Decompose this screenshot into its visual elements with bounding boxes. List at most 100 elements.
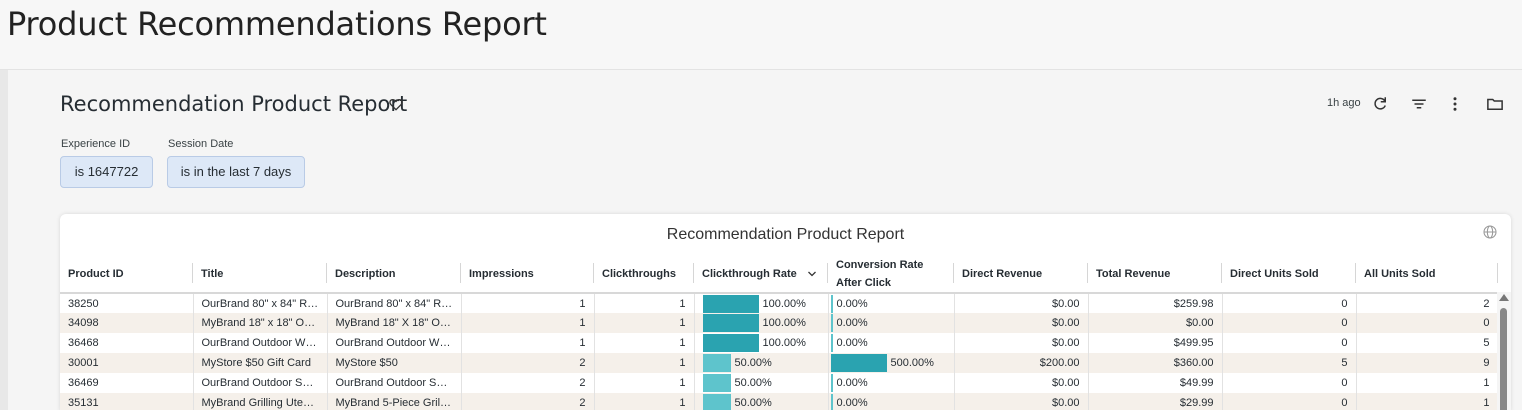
column-header[interactable]: Product ID (60, 256, 193, 294)
clickthroughs-cell: 1 (594, 393, 695, 410)
column-header[interactable]: Impressions (461, 256, 594, 294)
all-units-cell: 0 (1356, 313, 1499, 333)
total-revenue-cell: $0.00 (1088, 313, 1223, 333)
title-cell: MyBrand Grilling Utens... (193, 393, 328, 410)
impressions-cell: 2 (461, 393, 595, 410)
description-cell: MyBrand 18" X 18" Out... (327, 313, 462, 333)
report-card: Recommendation Product Report Product ID… (60, 214, 1511, 410)
clickthroughs-cell: 1 (594, 313, 695, 333)
table-row[interactable]: 36469 OurBrand Outdoor Spe... OurBrand Out… (60, 373, 1499, 393)
table-row[interactable]: 35131 MyBrand Grilling Utens... MyBrand 5-… (60, 393, 1499, 410)
column-header[interactable]: Clickthroughs (594, 256, 694, 294)
clickthrough-rate-bar (702, 354, 731, 372)
clickthroughs-cell: 1 (594, 293, 695, 313)
direct-revenue-cell: $200.00 (954, 353, 1089, 373)
clickthrough-rate-value: 100.00% (762, 298, 806, 310)
description-cell: OurBrand Outdoor Spe... (327, 373, 462, 393)
clickthroughs-cell: 1 (594, 353, 695, 373)
direct-units-cell: 5 (1222, 353, 1357, 373)
conversion-rate-value: 0.00% (836, 337, 868, 349)
clickthroughs-cell: 1 (594, 373, 695, 393)
page-title: Product Recommendations Report (7, 5, 547, 43)
product-id-cell: 36469 (60, 373, 194, 393)
clickthrough-rate-cell: 100.00% (694, 333, 829, 353)
direct-revenue-cell: $0.00 (954, 373, 1089, 393)
column-header[interactable]: Direct Units Sold (1222, 256, 1356, 294)
direct-revenue-cell: $0.00 (954, 293, 1089, 313)
all-units-cell: 9 (1356, 353, 1499, 373)
scroll-up-arrow-icon[interactable] (1499, 294, 1509, 301)
table-row[interactable]: 38250 OurBrand 80" x 84" Ra... OurBrand 80… (60, 293, 1499, 313)
favorite-heart-icon[interactable] (388, 96, 404, 112)
impressions-cell: 2 (461, 353, 595, 373)
description-cell: OurBrand Outdoor Wir... (327, 333, 462, 353)
title-cell: MyBrand 18" x 18" Out... (193, 313, 328, 333)
folder-icon[interactable] (1486, 95, 1504, 113)
total-revenue-cell: $49.99 (1088, 373, 1223, 393)
more-options-icon[interactable] (1446, 95, 1464, 113)
conversion-rate-value: 0.00% (836, 317, 868, 329)
tile-title: Recommendation Product Report (60, 92, 408, 116)
direct-units-cell: 0 (1222, 333, 1357, 353)
column-header[interactable]: Description (327, 256, 461, 294)
direct-units-cell: 0 (1222, 393, 1357, 410)
conversion-rate-cell: 500.00% (828, 353, 955, 373)
filter-icon[interactable] (1410, 95, 1428, 113)
total-revenue-cell: $259.98 (1088, 293, 1223, 313)
impressions-cell: 1 (461, 313, 595, 333)
all-units-cell: 2 (1356, 293, 1499, 313)
refresh-icon[interactable] (1371, 95, 1389, 113)
description-cell: MyStore $50 (327, 353, 462, 373)
conversion-rate-bar (830, 314, 833, 332)
filter-session-date[interactable]: is in the last 7 days (167, 156, 305, 188)
clickthrough-rate-cell: 50.00% (694, 393, 829, 410)
title-cell: OurBrand Outdoor Wir... (193, 333, 328, 353)
column-header[interactable]: All Units Sold (1356, 256, 1498, 294)
clickthrough-rate-value: 50.00% (734, 357, 772, 369)
all-units-cell: 1 (1356, 393, 1499, 410)
all-units-cell: 5 (1356, 333, 1499, 353)
table-row[interactable]: 34098 MyBrand 18" x 18" Out... MyBrand 18"… (60, 313, 1499, 333)
scroll-thumb[interactable] (1500, 308, 1507, 410)
conversion-rate-cell: 0.00% (828, 393, 955, 410)
vertical-scrollbar[interactable] (1497, 292, 1511, 410)
report-table: Product ID Title Description Impressions… (60, 256, 1499, 410)
product-id-cell: 35131 (60, 393, 194, 410)
conversion-rate-bar (830, 295, 833, 313)
description-cell: OurBrand 80" x 84" Ra... (327, 293, 462, 313)
clickthrough-rate-bar (702, 334, 759, 352)
globe-icon[interactable] (1482, 224, 1498, 240)
direct-units-cell: 0 (1222, 313, 1357, 333)
table-row[interactable]: 30001 MyStore $50 Gift Card MyStore $50 2 1 5… (60, 353, 1499, 373)
column-header[interactable]: Conversion Rate After Click (828, 256, 954, 294)
column-header[interactable]: Total Revenue (1088, 256, 1222, 294)
clickthrough-rate-value: 50.00% (734, 397, 772, 409)
conversion-rate-bar (830, 394, 833, 410)
direct-revenue-cell: $0.00 (954, 333, 1089, 353)
clickthroughs-cell: 1 (594, 333, 695, 353)
table-row[interactable]: 36468 OurBrand Outdoor Wir... OurBrand Out… (60, 333, 1499, 353)
conversion-rate-bar (830, 374, 833, 392)
total-revenue-cell: $29.99 (1088, 393, 1223, 410)
total-revenue-cell: $499.95 (1088, 333, 1223, 353)
column-header[interactable]: Title (193, 256, 327, 294)
direct-revenue-cell: $0.00 (954, 313, 1089, 333)
conversion-rate-value: 0.00% (836, 397, 868, 409)
conversion-rate-value: 500.00% (890, 357, 934, 369)
conversion-rate-bar (830, 334, 833, 352)
sort-chevron-down-icon[interactable] (806, 268, 818, 280)
conversion-rate-value: 0.00% (836, 377, 868, 389)
left-rail (0, 70, 8, 410)
page-header: Product Recommendations Report (0, 0, 1522, 70)
column-header-sorted[interactable]: Clickthrough Rate (694, 256, 828, 294)
table-header-row: Product ID Title Description Impressions… (60, 256, 1498, 294)
clickthrough-rate-value: 50.00% (734, 377, 772, 389)
column-header[interactable]: Direct Revenue (954, 256, 1088, 294)
clickthrough-rate-bar (702, 374, 731, 392)
product-id-cell: 38250 (60, 293, 194, 313)
filter-experience-id[interactable]: is 1647722 (60, 156, 153, 188)
clickthrough-rate-cell: 100.00% (694, 293, 829, 313)
clickthrough-rate-bar (702, 394, 731, 410)
title-cell: OurBrand Outdoor Spe... (193, 373, 328, 393)
direct-units-cell: 0 (1222, 293, 1357, 313)
